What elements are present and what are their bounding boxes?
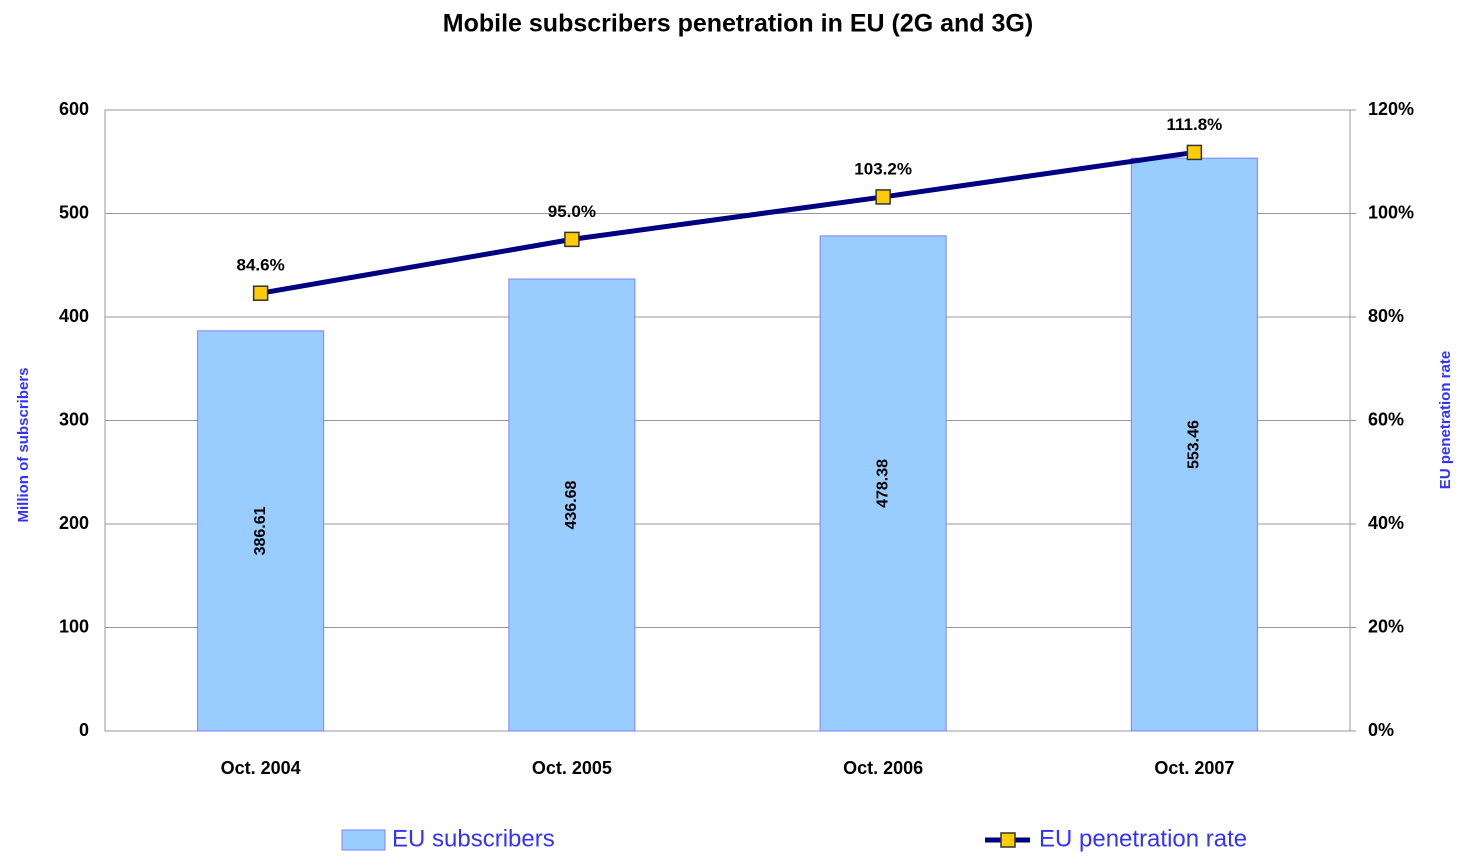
y-tick-label: 600 (59, 99, 89, 119)
plot-area (104, 109, 1351, 732)
legend-swatch (341, 829, 386, 851)
marker (564, 231, 580, 248)
y2-tick-label: 0% (1368, 720, 1394, 740)
line-value-label: 103.2% (854, 159, 912, 178)
y2-tick-label: 120% (1368, 99, 1414, 119)
line-value-label: 111.8% (1166, 115, 1222, 134)
chart-title: Mobile subscribers penetration in EU (2G… (443, 10, 1033, 38)
y2-tick-label: 60% (1368, 409, 1404, 429)
marker (875, 189, 891, 205)
x-tick-label: Oct. 2005 (532, 758, 612, 778)
bar-value-label: 436.68 (563, 480, 580, 529)
x-tick-label: Oct. 2004 (221, 758, 301, 778)
legend-label: EU penetration rate (1039, 825, 1247, 852)
bar-value-label: 478.38 (874, 459, 891, 508)
y-tick-label: 500 (59, 202, 89, 222)
y2-tick-label: 40% (1368, 513, 1404, 533)
bar-value-label: 386.61 (252, 506, 269, 555)
line (260, 149, 1195, 296)
x-tick-label: Oct. 2007 (1154, 758, 1234, 778)
x-tick-label: Oct. 2006 (843, 758, 923, 778)
bar (819, 235, 947, 732)
y2-axis-label: EU penetration rate (1437, 351, 1454, 489)
bar-value-label: 553.46 (1186, 420, 1203, 469)
y-tick-label: 0 (79, 720, 89, 740)
y-tick-label: 400 (59, 306, 89, 326)
legend-marker (1000, 832, 1016, 848)
y2-tick-label: 100% (1368, 202, 1414, 222)
bar (508, 278, 636, 732)
y-tick-label: 300 (59, 409, 89, 429)
line-value-label: 95.0% (548, 202, 596, 221)
y2-tick-label: 20% (1368, 616, 1404, 636)
y-tick-label: 200 (59, 513, 89, 533)
y2-tick-label: 80% (1368, 306, 1404, 326)
marker (252, 285, 269, 301)
y-axis-label: Million of subscribers (15, 367, 32, 522)
bar (1130, 157, 1258, 732)
y-tick-label: 100 (59, 616, 89, 636)
bar (197, 330, 325, 732)
line-value-label: 84.6% (237, 256, 285, 275)
legend-label: EU subscribers (392, 825, 555, 852)
marker (1186, 144, 1203, 161)
